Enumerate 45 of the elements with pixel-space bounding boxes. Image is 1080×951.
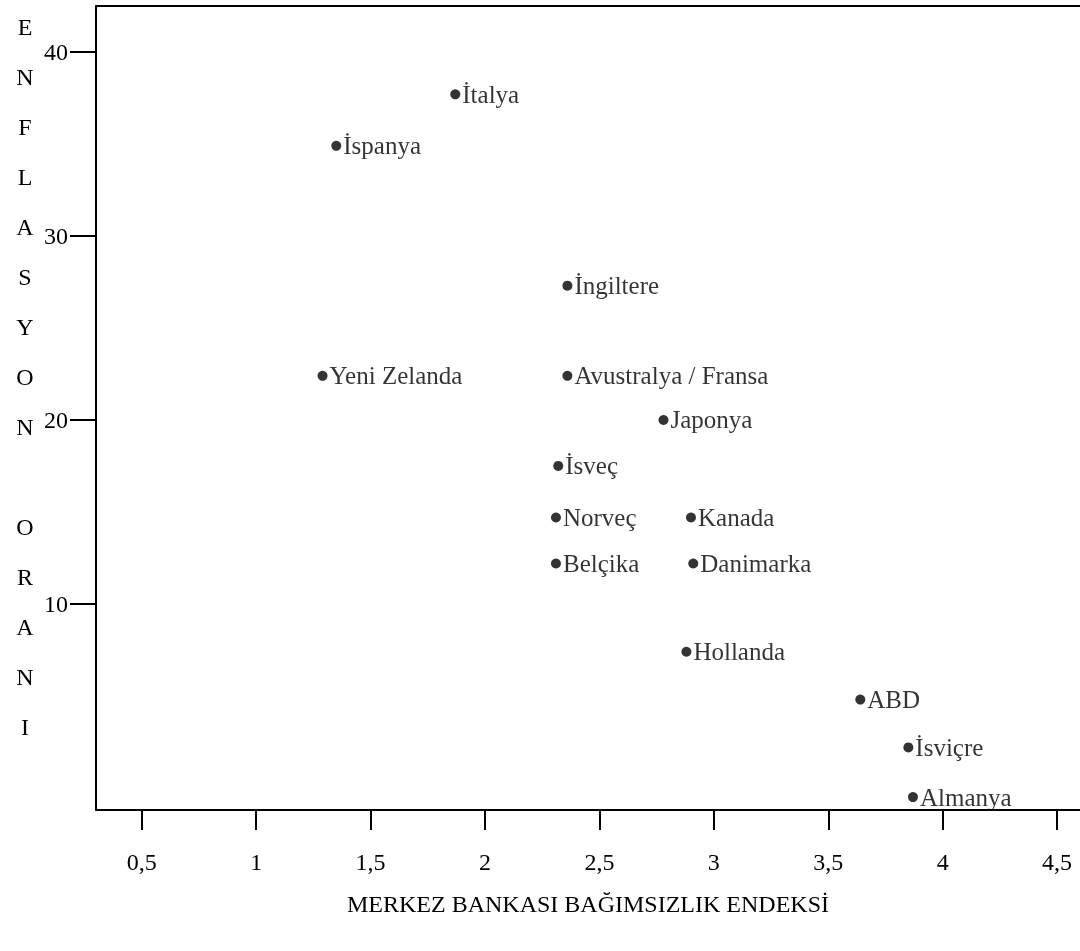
y-axis-title: ENFLASYON ORANI [11,14,39,764]
data-label: İtalya [462,80,520,108]
data-label: İspanya [343,132,422,160]
y-tick-label: 40 [44,39,68,65]
x-axis-title: MERKEZ BANKASI BAĞIMSIZLIK ENDEKSİ [347,891,829,917]
point [688,558,699,569]
data-label: İsveç [565,452,618,480]
data-label: Japonya [670,406,753,434]
data-label: Hollanda [693,638,786,666]
x-tick-label: 0,5 [126,849,157,875]
data-label: İngiltere [574,272,660,300]
data-label: İsviçre [915,733,984,761]
point [550,558,561,569]
point [681,646,692,657]
data-label: Danimarka [700,549,812,577]
data-label: Belçika [562,549,640,577]
point [907,792,918,803]
point [550,512,561,523]
y-tick-label: 20 [44,406,68,433]
y-tick-label: 10 [44,590,68,617]
point [658,414,669,425]
point [685,512,696,523]
point [331,140,342,151]
point [562,370,573,381]
point [903,742,914,753]
data-label: Almanya [919,783,1012,811]
x-tick-label: 3 [707,849,720,875]
data-label: Yeni Zelanda [329,362,463,390]
x-tick-label: 1 [250,849,263,875]
data-label: Norveç [562,503,637,531]
point [450,89,461,100]
point [553,460,564,471]
x-tick-label: 3,5 [813,849,844,875]
x-tick-label: 1,5 [355,849,386,875]
x-tick-label: 2 [479,849,492,875]
point [562,280,573,291]
point [855,694,866,705]
x-tick-label: 4,5 [1042,849,1073,875]
x-tick-label: 2,5 [584,849,615,875]
data-label: Avustralya / Fransa [574,362,769,390]
x-tick-label: 4 [936,849,949,875]
data-label: Kanada [697,503,775,531]
point [317,370,328,381]
y-tick-label: 30 [44,222,68,249]
data-label: ABD [867,686,921,714]
